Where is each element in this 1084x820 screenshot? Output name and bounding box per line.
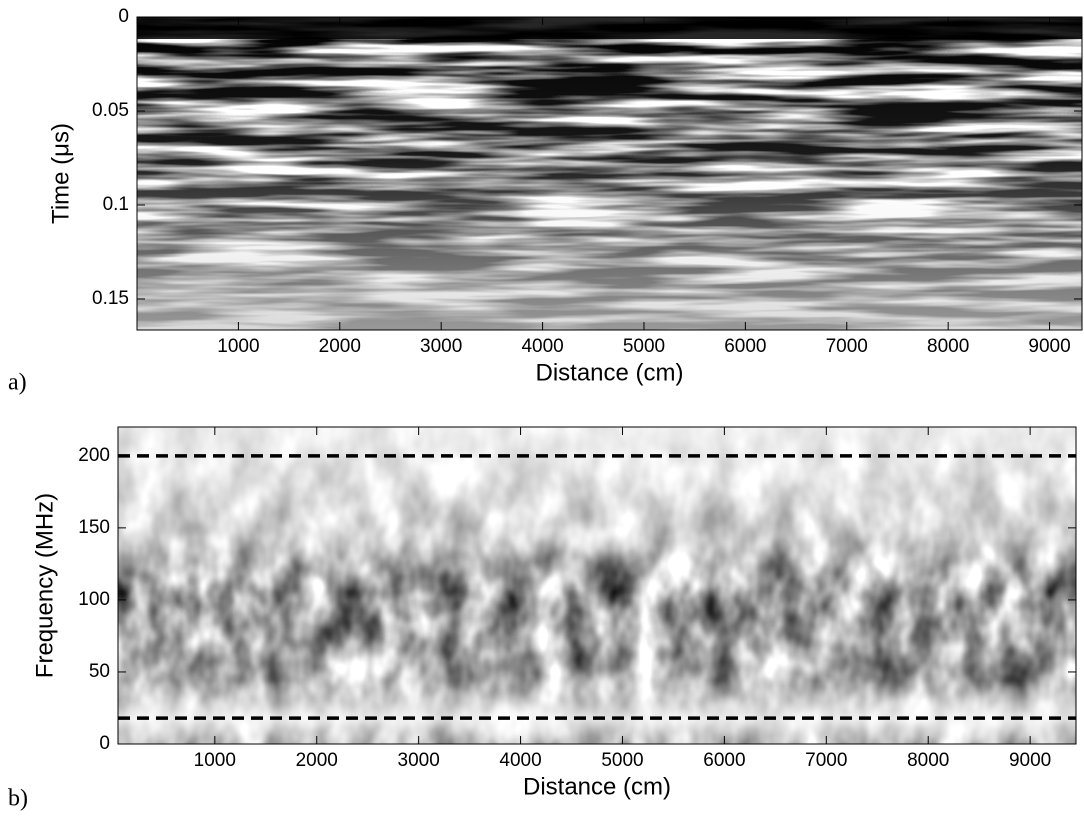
y-tick-label: 200 (78, 445, 110, 466)
image-shading (137, 17, 1082, 330)
x-axis-label: Distance (cm) (535, 359, 683, 386)
x-tick-label: 5000 (601, 750, 643, 771)
y-tick-label: 0.1 (103, 194, 129, 215)
y-axis-label: Frequency (MHz) (31, 493, 58, 678)
y-tick-label: 100 (78, 589, 110, 610)
axes-frame (136, 16, 1083, 331)
panel-label: a) (8, 370, 27, 396)
image-shading (118, 427, 1076, 744)
x-tick-label: 7000 (826, 336, 868, 357)
x-tick-label: 4000 (499, 750, 541, 771)
y-tick-label: 0.15 (92, 288, 129, 309)
x-tick-label: 2000 (319, 336, 361, 357)
top-band (137, 17, 1082, 39)
y-tick-label: 0 (118, 6, 129, 27)
x-tick-label: 3000 (398, 750, 440, 771)
y-tick-label: 0 (99, 733, 110, 754)
x-tick-label: 1000 (194, 750, 236, 771)
x-axis-label: Distance (cm) (523, 773, 671, 800)
x-tick-label: 1000 (217, 336, 259, 357)
x-tick-label: 6000 (724, 336, 766, 357)
y-axis-label: Time (μs) (47, 123, 74, 224)
x-tick-label: 9000 (1028, 336, 1070, 357)
x-tick-label: 8000 (907, 750, 949, 771)
x-tick-label: 2000 (296, 750, 338, 771)
x-tick-label: 9000 (1009, 750, 1051, 771)
x-tick-label: 6000 (703, 750, 745, 771)
x-tick-label: 7000 (805, 750, 847, 771)
y-tick-label: 50 (89, 661, 110, 682)
y-tick-label: 150 (78, 517, 110, 538)
x-tick-label: 8000 (927, 336, 969, 357)
panel-label: b) (8, 786, 28, 812)
axes-frame (117, 426, 1077, 745)
x-tick-label: 3000 (420, 336, 462, 357)
x-tick-label: 5000 (623, 336, 665, 357)
y-tick-label: 0.05 (92, 100, 129, 121)
x-tick-label: 4000 (521, 336, 563, 357)
